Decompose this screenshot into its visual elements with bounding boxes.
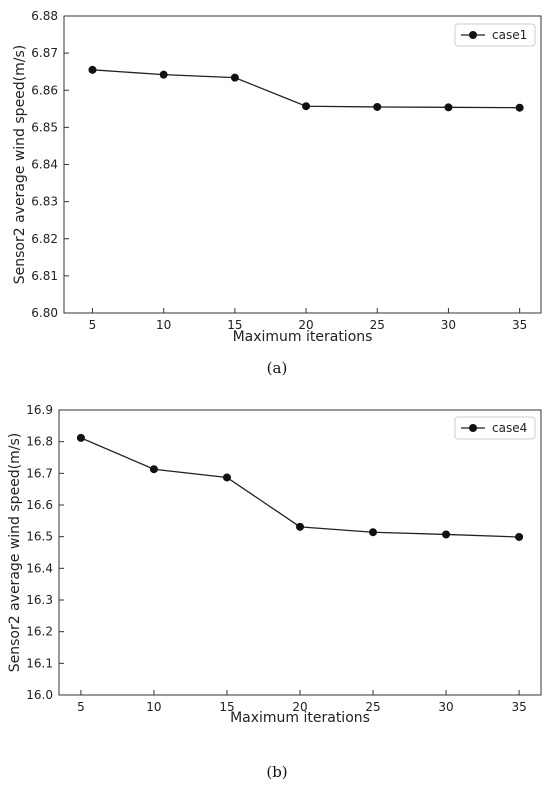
data-point — [515, 532, 524, 541]
x-tick-label: 15 — [219, 700, 234, 714]
y-tick-label: 16.0 — [26, 688, 53, 702]
x-tick-label: 25 — [365, 700, 380, 714]
series-line-case1 — [92, 69, 520, 109]
data-point — [369, 528, 378, 537]
legend-marker — [469, 31, 477, 39]
x-tick-label: 10 — [146, 700, 161, 714]
x-tick-label: 25 — [370, 318, 385, 332]
y-tick-label: 6.84 — [31, 158, 58, 172]
y-tick-label: 6.87 — [31, 46, 58, 60]
plot-frame — [63, 15, 542, 314]
data-point — [149, 465, 158, 474]
y-tick-label: 16.5 — [26, 530, 53, 544]
data-point — [302, 102, 311, 111]
y-tick-label: 16.4 — [26, 561, 53, 575]
y-tick-label: 16.9 — [26, 403, 53, 417]
y-tick-label: 6.82 — [31, 232, 58, 246]
chart-b: 16.0 16.1 16.2 16.3 16.4 16.5 16.6 16.7 16.8 16.9… — [7, 403, 542, 781]
x-tick-label: 5 — [77, 700, 85, 714]
y-tick-label: 6.88 — [31, 9, 58, 23]
y-tick-label: 16.7 — [26, 466, 53, 480]
x-axis-label: Maximum iterations — [233, 329, 373, 345]
legend: case4 — [454, 416, 536, 440]
x-tick-label: 5 — [89, 318, 97, 332]
y-tick-label: 6.85 — [31, 120, 58, 134]
y-tick-label: 6.83 — [31, 195, 58, 209]
data-point — [76, 433, 85, 442]
y-tick-label: 6.86 — [31, 83, 58, 97]
legend-label: case1 — [492, 28, 527, 42]
legend-box — [454, 416, 536, 440]
data-point — [444, 103, 453, 112]
x-tick-label: 30 — [441, 318, 456, 332]
data-point — [373, 102, 382, 111]
y-tick-label: 16.2 — [26, 625, 53, 639]
x-tick-label: 35 — [511, 700, 526, 714]
data-point — [88, 65, 97, 74]
y-tick-label: 16.3 — [26, 593, 53, 607]
y-tick-label: 16.1 — [26, 656, 53, 670]
legend-label: case4 — [492, 421, 527, 435]
y-tick-label: 6.80 — [31, 306, 58, 320]
y-tick-label: 6.81 — [31, 269, 58, 283]
x-tick-label: 15 — [227, 318, 242, 332]
x-tick-label: 20 — [292, 700, 307, 714]
x-tick-label: 20 — [298, 318, 313, 332]
x-tick-label: 30 — [438, 700, 453, 714]
series-line-case4 — [80, 437, 520, 538]
legend-marker — [469, 424, 477, 432]
data-point — [230, 73, 239, 82]
data-point — [296, 522, 304, 531]
x-tick-label: 10 — [156, 318, 171, 332]
y-axis-label: Sensor2 average wind speed(m/s) — [7, 433, 23, 673]
plot-frame — [58, 409, 542, 696]
x-axis-label: Maximum iterations — [230, 710, 370, 726]
y-axis-label: Sensor2 average wind speed(m/s) — [12, 45, 28, 285]
legend-box — [454, 23, 536, 47]
chart-a: 6.80 6.81 6.82 6.83 6.84 6.85 6.86 6.87 6.88 5 10 1… — [12, 9, 542, 377]
legend: case1 — [454, 23, 536, 47]
data-point — [159, 70, 168, 79]
x-tick-label: 35 — [512, 318, 527, 332]
data-point — [515, 103, 524, 112]
figure-caption: (a) — [267, 359, 288, 377]
figure-caption: (b) — [266, 763, 287, 781]
data-point — [442, 530, 451, 539]
y-tick-label: 16.6 — [26, 498, 53, 512]
y-tick-label: 16.8 — [26, 435, 53, 449]
data-point — [222, 473, 231, 482]
